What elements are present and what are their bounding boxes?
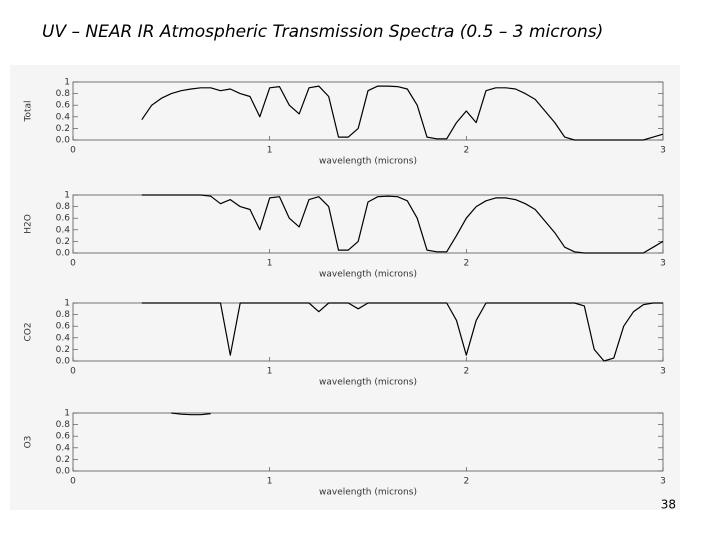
plot-frame [72, 412, 664, 472]
transmission-line [171, 412, 211, 416]
x-tick-label: 1 [267, 477, 273, 487]
x-tick-label: 0 [70, 367, 76, 377]
y-tick-label: 0.2 [56, 345, 70, 355]
page-number: 38 [661, 498, 676, 512]
y-tick-label: 0.2 [56, 124, 70, 134]
y-tick-label: 1 [64, 191, 70, 201]
y-tick-label: 0.4 [56, 443, 71, 453]
x-tick-label: 2 [463, 259, 469, 269]
x-tick-label: 3 [660, 259, 666, 269]
y-tick-label: 0.6 [56, 101, 71, 111]
y-tick-label: 0.0 [56, 467, 71, 477]
y-axis-label: CO2 [24, 322, 34, 341]
x-tick-label: 2 [463, 146, 469, 156]
y-tick-label: 0.2 [56, 455, 70, 465]
x-tick-label: 0 [70, 146, 76, 156]
y-tick-label: 0.4 [56, 112, 71, 122]
y-tick-label: 0.6 [56, 214, 71, 224]
x-axis-label: wavelength (microns) [319, 270, 417, 280]
x-tick-label: 2 [463, 367, 469, 377]
y-tick-label: 0.4 [56, 333, 71, 343]
y-tick-label: 0.0 [56, 249, 71, 259]
x-tick-label: 3 [660, 146, 666, 156]
x-tick-label: 0 [70, 477, 76, 487]
plot-frame [72, 194, 664, 254]
y-axis-label: Total [24, 100, 34, 122]
x-tick-label: 1 [267, 146, 273, 156]
y-axis-label: O3 [24, 436, 34, 449]
x-tick-label: 0 [70, 259, 76, 269]
y-tick-label: 0.4 [56, 225, 71, 235]
slide-title: UV – NEAR IR Atmospheric Transmission Sp… [42, 22, 603, 42]
x-tick-label: 2 [463, 477, 469, 487]
x-tick-label: 3 [660, 477, 666, 487]
transmission-line [141, 302, 663, 362]
y-tick-label: 0.2 [56, 237, 70, 247]
y-tick-label: 1 [64, 78, 70, 88]
x-axis-label: wavelength (microns) [319, 157, 417, 167]
y-tick-label: 0.6 [56, 322, 71, 332]
y-tick-label: 0.6 [56, 432, 71, 442]
x-axis-label: wavelength (microns) [319, 378, 417, 388]
transmission-line [141, 194, 664, 254]
figure-background [10, 65, 680, 510]
y-tick-label: 0.0 [56, 136, 71, 146]
y-tick-label: 1 [64, 409, 70, 419]
x-axis-label: wavelength (microns) [319, 488, 417, 498]
x-tick-label: 3 [660, 367, 666, 377]
y-tick-label: 0.8 [56, 420, 71, 430]
y-tick-label: 1 [64, 299, 70, 309]
y-tick-label: 0.8 [56, 89, 71, 99]
plot-frame [72, 81, 664, 141]
y-tick-label: 0.0 [56, 357, 71, 367]
y-tick-label: 0.8 [56, 310, 71, 320]
y-tick-label: 0.8 [56, 202, 71, 212]
x-tick-label: 1 [267, 259, 273, 269]
transmission-line [141, 85, 664, 141]
y-axis-label: H2O [24, 214, 34, 234]
x-tick-label: 1 [267, 367, 273, 377]
